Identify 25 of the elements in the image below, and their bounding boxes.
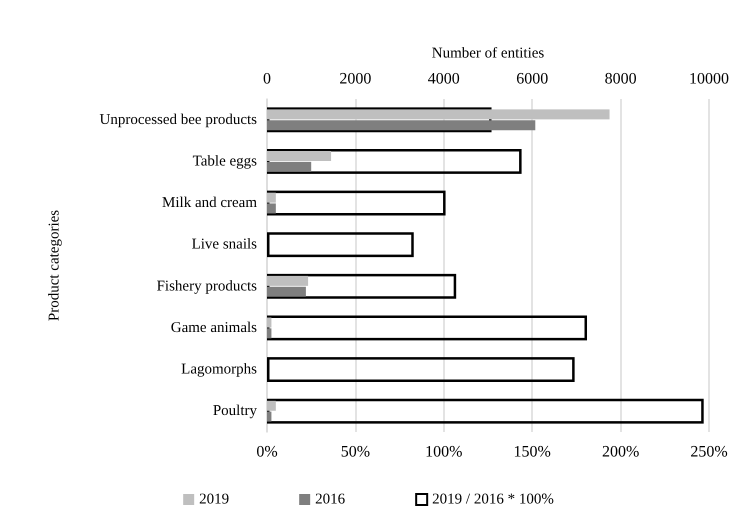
x2-tick-label: 10000 — [689, 70, 729, 88]
x-tick-label: 0% — [256, 444, 278, 460]
x2-tick-label: 8000 — [604, 70, 637, 88]
y-tick-label: Live snails — [192, 236, 258, 253]
y-axis-title: Product categories — [46, 210, 62, 322]
x2-axis-title: Number of entities — [432, 46, 544, 62]
x2-tick-label: 4000 — [428, 70, 460, 88]
y-tick-label: Lagomorphs — [181, 362, 258, 378]
legend-label: 2016 — [315, 492, 346, 508]
y-tick-label: Fishery products — [156, 278, 258, 294]
y-tick-label: Milk and cream — [162, 195, 258, 212]
x2-tick-label: 2000 — [339, 70, 372, 88]
x-tick-label: 100% — [425, 444, 462, 460]
y-tick-label: Poultry — [212, 403, 258, 420]
x2-tick-label: 6000 — [516, 70, 548, 88]
x-tick-label: 150% — [514, 444, 551, 460]
y-tick-label: Unprocessed bee products — [100, 112, 258, 128]
x-tick-label: 250% — [690, 444, 728, 460]
x-tick-label: 50% — [340, 444, 370, 460]
legend-label: 2019 — [199, 492, 230, 508]
x2-tick-label: 0 — [263, 70, 271, 88]
y-tick-label: Table eggs — [192, 153, 258, 170]
y-tick-label: Game animals — [170, 320, 258, 336]
legend-label: 2019 / 2016 * 100% — [432, 492, 554, 508]
x-tick-label: 200% — [602, 444, 640, 460]
